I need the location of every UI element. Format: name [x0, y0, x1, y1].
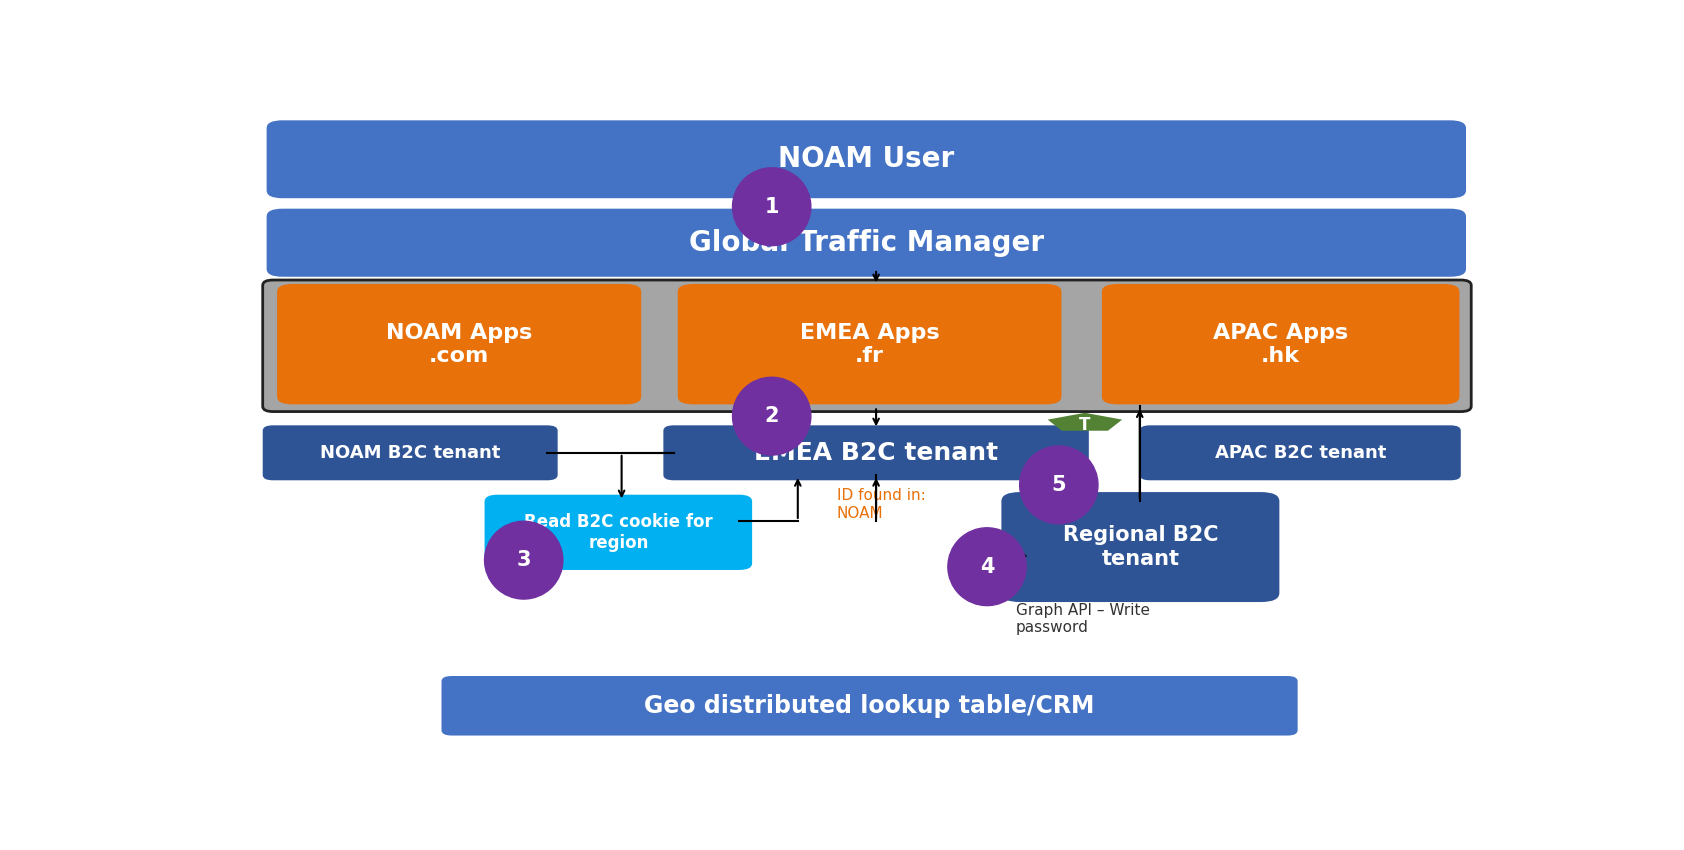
FancyBboxPatch shape: [1002, 492, 1280, 602]
Text: ID found in:
NOAM: ID found in: NOAM: [837, 488, 926, 521]
FancyBboxPatch shape: [1101, 284, 1460, 405]
FancyBboxPatch shape: [441, 676, 1298, 735]
Text: 5: 5: [1051, 475, 1066, 495]
Text: Read B2C cookie for
region: Read B2C cookie for region: [524, 513, 712, 552]
Text: 3: 3: [517, 550, 530, 570]
Ellipse shape: [485, 521, 562, 599]
FancyBboxPatch shape: [485, 495, 753, 570]
Polygon shape: [1047, 413, 1122, 431]
Ellipse shape: [948, 528, 1026, 605]
Text: 2: 2: [765, 406, 780, 426]
FancyBboxPatch shape: [263, 425, 557, 480]
FancyBboxPatch shape: [263, 280, 1472, 411]
FancyBboxPatch shape: [266, 121, 1467, 198]
Text: NOAM Apps
.com: NOAM Apps .com: [386, 322, 532, 366]
Text: Geo distributed lookup table/CRM: Geo distributed lookup table/CRM: [645, 694, 1095, 717]
FancyBboxPatch shape: [663, 425, 1090, 480]
Text: Global Traffic Manager: Global Traffic Manager: [689, 229, 1044, 257]
Text: EMEA B2C tenant: EMEA B2C tenant: [754, 441, 999, 465]
Ellipse shape: [733, 377, 812, 455]
Text: APAC B2C tenant: APAC B2C tenant: [1214, 444, 1386, 462]
FancyBboxPatch shape: [266, 209, 1467, 277]
Text: Regional B2C
tenant: Regional B2C tenant: [1063, 525, 1218, 569]
Text: T: T: [1079, 416, 1091, 434]
FancyBboxPatch shape: [677, 284, 1061, 405]
Ellipse shape: [733, 167, 812, 246]
FancyBboxPatch shape: [278, 284, 642, 405]
Text: NOAM User: NOAM User: [778, 145, 955, 173]
Text: EMEA Apps
.fr: EMEA Apps .fr: [800, 322, 940, 366]
Text: NOAM B2C tenant: NOAM B2C tenant: [320, 444, 500, 462]
Text: Graph API – Write
password: Graph API – Write password: [1015, 603, 1150, 635]
Text: 1: 1: [765, 196, 780, 217]
Text: 4: 4: [980, 557, 994, 576]
Ellipse shape: [1021, 446, 1098, 524]
Text: APAC Apps
.hk: APAC Apps .hk: [1212, 322, 1349, 366]
FancyBboxPatch shape: [1140, 425, 1460, 480]
